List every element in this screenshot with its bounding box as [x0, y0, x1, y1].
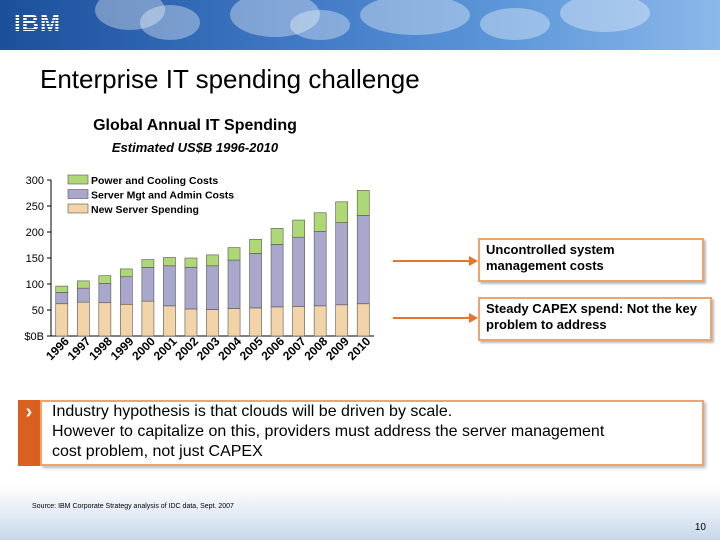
bar-segment: [206, 309, 219, 337]
bar-segment: [270, 306, 284, 337]
y-tick-label: 50: [32, 305, 44, 317]
bar-segment: [163, 265, 176, 307]
stacked-bar-chart: 300 250 200 150 100 50 $0B 19961997199819992000…: [24, 174, 374, 363]
bar-segment: [120, 276, 133, 305]
y-tick-label: 250: [26, 201, 44, 213]
y-tick-label: $0B: [24, 331, 44, 343]
y-tick-label: 200: [26, 227, 44, 239]
y-tick-label: 300: [26, 175, 44, 187]
x-tick-label: 2000: [129, 334, 158, 363]
bar-segment: [141, 300, 155, 337]
arrow-icon: [393, 313, 478, 323]
bar-segment: [249, 238, 262, 254]
bar-segment: [184, 257, 198, 268]
callout-uncontrolled-costs: Uncontrolled system management costs: [478, 238, 704, 282]
legend-label: Power and Cooling Costs: [91, 175, 218, 187]
source-note: Source: IBM Corporate Strategy analysis …: [32, 503, 234, 510]
bar-segment: [249, 307, 262, 337]
hypothesis-box: Industry hypothesis is that clouds will …: [40, 400, 704, 466]
x-tick-label: 2006: [258, 334, 287, 363]
bar-segment: [163, 257, 176, 267]
legend-label: New Server Spending: [91, 204, 199, 216]
legend-swatch: [67, 203, 89, 214]
page-number: 10: [694, 522, 706, 533]
legend-swatch: [67, 174, 89, 185]
x-tick-label: 2010: [345, 334, 374, 363]
bar-segment: [184, 267, 198, 310]
chart-title: Global Annual IT Spending: [93, 117, 297, 134]
ibm-logo: IBM: [14, 10, 61, 37]
x-tick-label: 2004: [215, 334, 244, 363]
bar-segment: [313, 212, 327, 232]
bar-segment: [227, 247, 241, 261]
bar-segment: [335, 304, 349, 337]
bar-segment: [163, 305, 176, 337]
bar-segment: [313, 305, 327, 337]
x-tick-label: 2009: [323, 334, 352, 363]
bar-segment: [120, 268, 133, 278]
bar-segment: [292, 306, 305, 337]
bar-segment: [292, 219, 305, 238]
legend-label: Server Mgt and Admin Costs: [91, 190, 234, 202]
bar-segment: [55, 292, 69, 305]
bar-segment: [55, 285, 69, 293]
chart-subtitle: Estimated US$B 1996-2010: [111, 140, 279, 155]
x-tick-label: 2005: [237, 334, 266, 363]
x-tick-label: 1998: [86, 334, 115, 363]
bar-segment: [313, 231, 327, 307]
bar-segment: [98, 283, 112, 304]
bar-segment: [206, 254, 219, 267]
bar-segment: [141, 267, 155, 302]
bar-segment: [55, 303, 69, 337]
bullet-marker: ›: [18, 400, 40, 466]
bar-segment: [206, 265, 219, 310]
bar-segment: [76, 287, 90, 303]
bar-segment: [98, 302, 112, 337]
legend-swatch: [67, 189, 89, 199]
bar-segment: [270, 244, 284, 308]
header-banner: IBM: [0, 0, 720, 50]
x-tick-label: 1996: [43, 334, 72, 363]
bar-segment: [227, 308, 241, 337]
slide-title: Enterprise IT spending challenge: [40, 64, 420, 94]
bar-segment: [270, 228, 284, 245]
bar-segment: [76, 280, 90, 289]
x-tick-label: 2001: [151, 334, 180, 363]
bar-segment: [184, 308, 198, 337]
x-tick-label: 2008: [302, 334, 331, 363]
bar-segment: [356, 215, 370, 305]
bar-segment: [141, 259, 155, 268]
bar-segment: [356, 190, 370, 216]
y-tick-label: 150: [26, 253, 44, 265]
x-tick-label: 2002: [172, 334, 201, 363]
bar-segment: [227, 259, 241, 309]
x-tick-label: 2007: [280, 334, 309, 363]
bar-segment: [335, 201, 349, 223]
footer-background: [0, 485, 720, 540]
x-tick-label: 2003: [194, 334, 223, 363]
bar-segment: [76, 301, 90, 337]
bar-segment: [335, 222, 349, 306]
arrow-icon: [393, 256, 478, 266]
hypothesis-text: Industry hypothesis is that clouds will …: [52, 403, 605, 460]
x-tick-label: 1997: [65, 334, 94, 363]
x-tick-label: 1999: [108, 334, 137, 363]
y-tick-label: 100: [26, 279, 44, 291]
bar-segment: [98, 275, 112, 284]
bar-segment: [249, 253, 262, 309]
bar-segment: [120, 303, 133, 337]
bar-segment: [292, 236, 305, 307]
callout-steady-capex: Steady CAPEX spend: Not the key problem …: [478, 297, 712, 341]
bar-segment: [356, 303, 370, 337]
